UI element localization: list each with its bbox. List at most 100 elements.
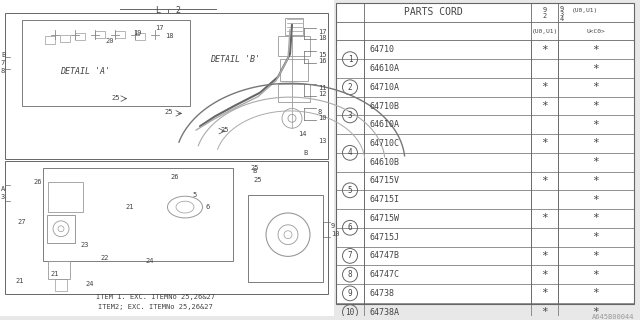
Text: B: B: [1, 52, 5, 58]
Text: 25: 25: [251, 164, 259, 171]
Bar: [43, 168, 233, 261]
Bar: [115, 31, 125, 38]
Bar: [278, 84, 310, 101]
Text: 64738: 64738: [369, 289, 394, 298]
Text: 8: 8: [1, 68, 5, 74]
Text: *: *: [593, 157, 600, 167]
Text: 9: 9: [560, 6, 564, 12]
Text: 5: 5: [348, 186, 352, 195]
Text: *: *: [541, 251, 548, 261]
Text: 5: 5: [193, 192, 197, 198]
Text: 18: 18: [318, 35, 326, 41]
Text: *: *: [541, 270, 548, 280]
Text: 64747C: 64747C: [369, 270, 399, 279]
Bar: [95, 31, 105, 38]
Text: *: *: [593, 270, 600, 280]
Text: U<C0>: U<C0>: [587, 28, 605, 34]
Text: 23: 23: [81, 242, 89, 248]
Text: *: *: [593, 101, 600, 111]
Text: 16: 16: [318, 58, 326, 64]
Text: *: *: [593, 64, 600, 74]
Text: 8: 8: [348, 270, 352, 279]
Text: *: *: [593, 195, 600, 205]
Text: ITEM2; EXC. ITEMNo 25,26&27: ITEM2; EXC. ITEMNo 25,26&27: [98, 304, 212, 310]
Text: *: *: [541, 139, 548, 148]
Text: 64710: 64710: [369, 45, 394, 54]
Text: *: *: [593, 213, 600, 223]
Text: 10: 10: [346, 308, 355, 316]
Text: 9: 9: [542, 7, 547, 13]
Text: 18: 18: [165, 34, 173, 39]
Text: *: *: [541, 213, 548, 223]
Text: 15: 15: [318, 52, 326, 58]
Text: 12: 12: [318, 91, 326, 97]
Text: 64610A: 64610A: [369, 64, 399, 73]
Text: 2: 2: [348, 83, 352, 92]
Bar: [75, 33, 85, 40]
Text: 64715W: 64715W: [369, 214, 399, 223]
Text: B: B: [252, 168, 256, 174]
Text: 2: 2: [542, 13, 547, 19]
Text: 3: 3: [1, 194, 5, 200]
Text: 20: 20: [105, 38, 113, 44]
Text: 21: 21: [16, 278, 24, 284]
Text: (U0,U1): (U0,U1): [531, 28, 557, 34]
Text: 22: 22: [100, 255, 109, 261]
Bar: [47, 215, 75, 243]
Text: 64715V: 64715V: [369, 176, 399, 186]
Bar: [55, 279, 67, 291]
Text: 7: 7: [348, 252, 352, 260]
Text: 21: 21: [51, 271, 60, 277]
Bar: [336, 3, 634, 304]
Text: *: *: [593, 120, 600, 130]
Text: 7: 7: [1, 60, 5, 66]
Text: 25: 25: [220, 127, 228, 133]
Bar: [45, 36, 55, 44]
Text: 25: 25: [111, 95, 120, 100]
Text: L   2: L 2: [156, 6, 180, 15]
Text: *: *: [593, 139, 600, 148]
Text: *: *: [593, 288, 600, 298]
Text: 4: 4: [348, 148, 352, 157]
Text: 64710A: 64710A: [369, 83, 399, 92]
Text: *: *: [541, 45, 548, 55]
Text: *: *: [593, 232, 600, 242]
Text: 9: 9: [348, 289, 352, 298]
Text: 11: 11: [318, 85, 326, 91]
Bar: [135, 33, 145, 40]
Text: 64610A: 64610A: [369, 120, 399, 129]
Text: *: *: [541, 101, 548, 111]
Text: ITEM 1. EXC. ITEMNo 25,26&27: ITEM 1. EXC. ITEMNo 25,26&27: [95, 294, 214, 300]
Text: *: *: [593, 176, 600, 186]
Text: (U0,U1): (U0,U1): [572, 8, 598, 13]
Bar: [280, 59, 308, 81]
Text: DETAIL 'B': DETAIL 'B': [210, 55, 260, 64]
Bar: [48, 261, 70, 279]
Text: 24: 24: [86, 281, 94, 287]
Text: *: *: [593, 251, 600, 261]
Text: DETAIL 'A': DETAIL 'A': [60, 68, 110, 76]
Text: 64710B: 64710B: [369, 101, 399, 110]
Text: PARTS CORD: PARTS CORD: [404, 7, 463, 17]
Text: 17: 17: [155, 25, 163, 31]
Text: 1: 1: [348, 55, 352, 64]
Text: 26: 26: [34, 180, 42, 185]
Text: *: *: [593, 45, 600, 55]
Text: *: *: [541, 82, 548, 92]
Text: 27: 27: [18, 219, 26, 225]
Text: 10: 10: [318, 116, 326, 121]
Bar: [48, 182, 83, 212]
Text: 3: 3: [348, 111, 352, 120]
Text: 8: 8: [318, 109, 323, 116]
Text: 64715I: 64715I: [369, 195, 399, 204]
Bar: [278, 36, 310, 56]
Text: *: *: [593, 307, 600, 317]
Text: 17: 17: [318, 28, 326, 35]
Text: 24: 24: [146, 258, 154, 264]
Text: 9: 9: [331, 223, 335, 229]
Text: *: *: [541, 288, 548, 298]
Text: 64610B: 64610B: [369, 158, 399, 167]
Text: 26: 26: [171, 174, 179, 180]
Text: *: *: [593, 82, 600, 92]
Text: 25: 25: [253, 178, 262, 183]
